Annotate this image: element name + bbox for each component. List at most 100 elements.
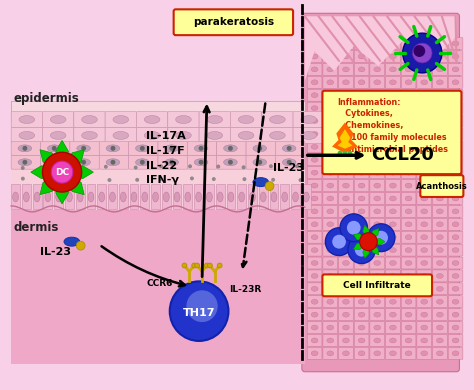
Bar bbox=[183, 184, 192, 209]
Ellipse shape bbox=[437, 67, 443, 72]
FancyBboxPatch shape bbox=[158, 155, 187, 169]
Circle shape bbox=[348, 236, 375, 264]
Ellipse shape bbox=[175, 131, 191, 139]
Bar bbox=[270, 184, 278, 209]
Circle shape bbox=[287, 160, 292, 165]
Ellipse shape bbox=[343, 222, 349, 227]
Ellipse shape bbox=[18, 159, 32, 166]
FancyBboxPatch shape bbox=[385, 347, 400, 359]
Ellipse shape bbox=[421, 325, 428, 330]
Ellipse shape bbox=[19, 131, 35, 139]
Ellipse shape bbox=[358, 67, 365, 72]
FancyBboxPatch shape bbox=[401, 37, 416, 50]
Ellipse shape bbox=[390, 54, 396, 59]
Ellipse shape bbox=[311, 119, 318, 124]
FancyBboxPatch shape bbox=[338, 51, 353, 62]
Ellipse shape bbox=[405, 41, 412, 46]
Ellipse shape bbox=[99, 192, 105, 202]
Circle shape bbox=[269, 164, 273, 168]
FancyBboxPatch shape bbox=[338, 206, 353, 217]
Ellipse shape bbox=[120, 192, 126, 202]
Ellipse shape bbox=[374, 170, 381, 175]
Polygon shape bbox=[62, 150, 84, 172]
FancyBboxPatch shape bbox=[433, 37, 447, 50]
Ellipse shape bbox=[343, 93, 349, 98]
Ellipse shape bbox=[343, 157, 349, 162]
Ellipse shape bbox=[374, 183, 381, 188]
FancyBboxPatch shape bbox=[338, 76, 353, 88]
FancyBboxPatch shape bbox=[433, 231, 447, 243]
FancyBboxPatch shape bbox=[385, 167, 400, 179]
FancyBboxPatch shape bbox=[307, 218, 322, 230]
FancyBboxPatch shape bbox=[323, 206, 337, 217]
Ellipse shape bbox=[452, 119, 459, 124]
FancyBboxPatch shape bbox=[11, 155, 41, 169]
Text: IL-17A
IL-17F
IL-22
IFN-γ: IL-17A IL-17F IL-22 IFN-γ bbox=[146, 131, 186, 186]
Ellipse shape bbox=[390, 248, 396, 253]
Ellipse shape bbox=[452, 131, 459, 136]
Ellipse shape bbox=[421, 299, 428, 304]
Circle shape bbox=[43, 152, 82, 192]
FancyBboxPatch shape bbox=[370, 76, 384, 88]
FancyBboxPatch shape bbox=[354, 64, 369, 75]
FancyBboxPatch shape bbox=[448, 218, 463, 230]
FancyBboxPatch shape bbox=[401, 347, 416, 359]
Ellipse shape bbox=[452, 183, 459, 188]
FancyBboxPatch shape bbox=[323, 115, 337, 127]
Ellipse shape bbox=[88, 192, 94, 202]
Ellipse shape bbox=[19, 115, 35, 124]
FancyBboxPatch shape bbox=[433, 193, 447, 204]
Text: Acanthosis: Acanthosis bbox=[416, 182, 468, 191]
FancyBboxPatch shape bbox=[417, 244, 431, 256]
FancyBboxPatch shape bbox=[128, 155, 158, 169]
FancyBboxPatch shape bbox=[262, 112, 293, 128]
Ellipse shape bbox=[421, 80, 428, 85]
Ellipse shape bbox=[327, 54, 334, 59]
Ellipse shape bbox=[343, 299, 349, 304]
FancyBboxPatch shape bbox=[230, 128, 262, 144]
Bar bbox=[237, 184, 246, 209]
Ellipse shape bbox=[405, 106, 412, 111]
Ellipse shape bbox=[374, 106, 381, 111]
Circle shape bbox=[347, 151, 352, 156]
Ellipse shape bbox=[374, 144, 381, 149]
Ellipse shape bbox=[343, 170, 349, 175]
FancyBboxPatch shape bbox=[307, 296, 322, 308]
FancyBboxPatch shape bbox=[433, 257, 447, 269]
Bar bbox=[227, 184, 235, 209]
FancyBboxPatch shape bbox=[338, 283, 353, 295]
Ellipse shape bbox=[405, 170, 412, 175]
Ellipse shape bbox=[165, 159, 179, 166]
FancyBboxPatch shape bbox=[338, 154, 353, 166]
FancyBboxPatch shape bbox=[354, 102, 369, 114]
Ellipse shape bbox=[405, 325, 412, 330]
FancyBboxPatch shape bbox=[433, 335, 447, 346]
Ellipse shape bbox=[374, 222, 381, 227]
FancyBboxPatch shape bbox=[307, 270, 322, 282]
FancyBboxPatch shape bbox=[448, 231, 463, 243]
Bar bbox=[216, 184, 225, 209]
Ellipse shape bbox=[390, 157, 396, 162]
FancyBboxPatch shape bbox=[323, 257, 337, 269]
Ellipse shape bbox=[283, 145, 296, 152]
Ellipse shape bbox=[327, 119, 334, 124]
Ellipse shape bbox=[343, 196, 349, 201]
FancyBboxPatch shape bbox=[417, 347, 431, 359]
Ellipse shape bbox=[358, 41, 365, 46]
Polygon shape bbox=[56, 140, 68, 172]
Ellipse shape bbox=[82, 115, 97, 124]
Circle shape bbox=[169, 146, 174, 151]
FancyBboxPatch shape bbox=[323, 89, 337, 101]
Circle shape bbox=[81, 146, 86, 151]
Text: dermis: dermis bbox=[13, 221, 58, 234]
Ellipse shape bbox=[66, 192, 73, 202]
Ellipse shape bbox=[437, 131, 443, 136]
Ellipse shape bbox=[136, 145, 149, 152]
Ellipse shape bbox=[343, 119, 349, 124]
FancyBboxPatch shape bbox=[417, 76, 431, 88]
Ellipse shape bbox=[374, 286, 381, 291]
Ellipse shape bbox=[437, 312, 443, 317]
Ellipse shape bbox=[421, 312, 428, 317]
Circle shape bbox=[159, 177, 163, 181]
Ellipse shape bbox=[239, 192, 245, 202]
